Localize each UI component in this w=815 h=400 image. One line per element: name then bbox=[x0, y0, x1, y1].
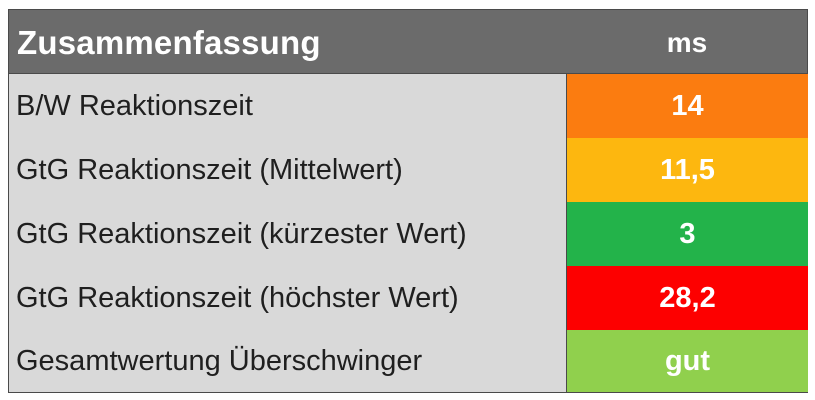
row-label: GtG Reaktionszeit (kürzester Wert) bbox=[9, 202, 566, 266]
table-row: GtG Reaktionszeit (höchster Wert) 28,2 bbox=[9, 266, 808, 330]
row-value: 3 bbox=[566, 202, 808, 266]
table-header-row: Zusammenfassung ms bbox=[9, 10, 807, 74]
table-title: Zusammenfassung bbox=[17, 24, 321, 61]
row-label: GtG Reaktionszeit (höchster Wert) bbox=[9, 266, 566, 330]
row-label: Gesamtwertung Überschwinger bbox=[9, 330, 566, 392]
table-row: GtG Reaktionszeit (kürzester Wert) 3 bbox=[9, 202, 808, 266]
row-value: 14 bbox=[566, 74, 808, 138]
row-value: gut bbox=[566, 330, 808, 392]
row-label: GtG Reaktionszeit (Mittelwert) bbox=[9, 138, 566, 202]
table-row: GtG Reaktionszeit (Mittelwert) 11,5 bbox=[9, 138, 808, 202]
row-value: 11,5 bbox=[566, 138, 808, 202]
table-row: Gesamtwertung Überschwinger gut bbox=[9, 330, 808, 392]
row-label: B/W Reaktionszeit bbox=[9, 74, 566, 138]
row-value: 28,2 bbox=[566, 266, 808, 330]
unit-header: ms bbox=[666, 27, 708, 58]
summary-table: Zusammenfassung ms B/W Reaktionszeit 14 … bbox=[8, 9, 808, 393]
table-row: B/W Reaktionszeit 14 bbox=[9, 74, 808, 138]
